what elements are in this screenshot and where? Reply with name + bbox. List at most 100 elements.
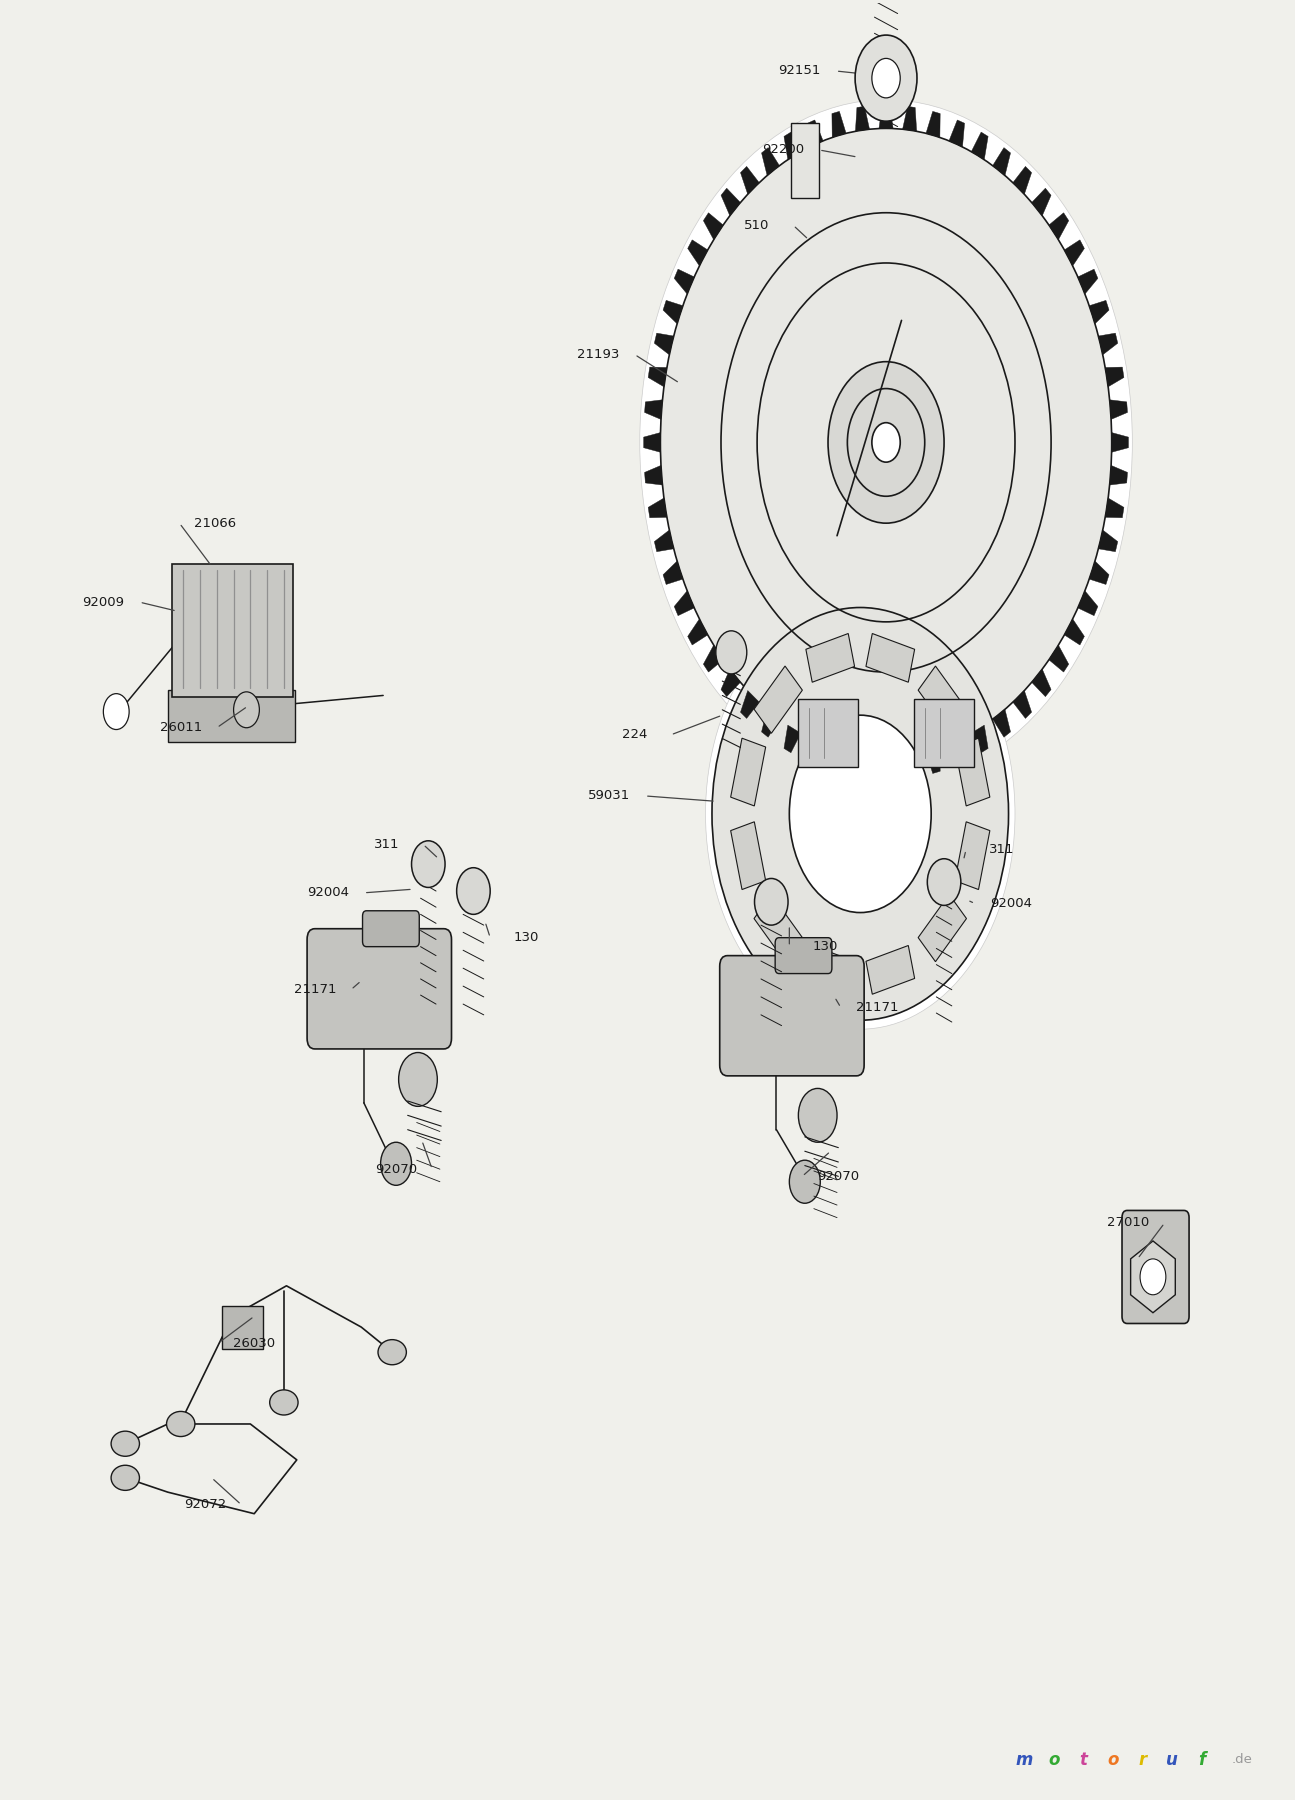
Polygon shape — [1013, 166, 1032, 194]
Text: 130: 130 — [813, 940, 838, 954]
FancyBboxPatch shape — [363, 911, 420, 947]
Polygon shape — [649, 367, 667, 387]
Polygon shape — [703, 644, 723, 671]
Polygon shape — [1089, 301, 1109, 324]
Text: 92072: 92072 — [184, 1498, 227, 1512]
Text: 21066: 21066 — [194, 517, 237, 529]
Polygon shape — [754, 666, 803, 733]
Text: 21171: 21171 — [294, 983, 337, 995]
Polygon shape — [730, 823, 765, 889]
Polygon shape — [805, 634, 855, 682]
FancyBboxPatch shape — [221, 1305, 263, 1348]
Polygon shape — [688, 239, 708, 266]
Text: 59031: 59031 — [588, 790, 629, 803]
Polygon shape — [866, 634, 914, 682]
Polygon shape — [1111, 432, 1128, 452]
Text: 26030: 26030 — [233, 1337, 276, 1350]
Text: 92070: 92070 — [817, 1170, 860, 1183]
Text: 510: 510 — [745, 220, 769, 232]
Ellipse shape — [111, 1465, 140, 1490]
Polygon shape — [808, 738, 824, 765]
Polygon shape — [1110, 400, 1128, 419]
FancyBboxPatch shape — [914, 698, 974, 767]
Polygon shape — [721, 189, 741, 216]
Polygon shape — [1077, 270, 1098, 293]
Text: 27010: 27010 — [1107, 1217, 1150, 1229]
Text: 21171: 21171 — [856, 1001, 899, 1013]
Polygon shape — [783, 131, 800, 160]
Polygon shape — [1032, 189, 1052, 216]
Circle shape — [828, 362, 944, 524]
FancyBboxPatch shape — [720, 956, 864, 1076]
Polygon shape — [649, 499, 667, 518]
Circle shape — [798, 1089, 837, 1143]
Text: 26011: 26011 — [159, 722, 202, 734]
Text: 21193: 21193 — [578, 347, 620, 362]
Polygon shape — [663, 562, 682, 585]
Text: f: f — [1198, 1751, 1206, 1769]
Polygon shape — [993, 709, 1010, 738]
Ellipse shape — [269, 1390, 298, 1415]
Polygon shape — [654, 529, 673, 551]
Text: t: t — [1079, 1751, 1088, 1769]
Polygon shape — [1105, 367, 1124, 387]
Polygon shape — [783, 725, 800, 752]
Circle shape — [457, 868, 491, 914]
Circle shape — [104, 693, 130, 729]
Text: 92070: 92070 — [376, 1163, 417, 1175]
FancyBboxPatch shape — [776, 938, 831, 974]
Polygon shape — [703, 212, 723, 239]
Polygon shape — [644, 432, 660, 452]
Polygon shape — [721, 670, 741, 697]
Polygon shape — [954, 738, 989, 806]
Polygon shape — [971, 725, 988, 752]
Circle shape — [872, 58, 900, 97]
Circle shape — [381, 1143, 412, 1186]
Circle shape — [1140, 1258, 1166, 1294]
Polygon shape — [645, 400, 663, 419]
Polygon shape — [856, 754, 869, 778]
Polygon shape — [654, 333, 673, 355]
Polygon shape — [879, 756, 894, 779]
Polygon shape — [808, 121, 824, 148]
Polygon shape — [1064, 239, 1084, 266]
Circle shape — [790, 1161, 820, 1202]
Polygon shape — [879, 104, 894, 128]
Text: 92004: 92004 — [307, 886, 348, 900]
Polygon shape — [856, 106, 869, 131]
Polygon shape — [918, 666, 966, 733]
FancyBboxPatch shape — [307, 929, 452, 1049]
Text: 92004: 92004 — [991, 896, 1032, 911]
Circle shape — [233, 691, 259, 727]
Polygon shape — [754, 895, 803, 961]
Ellipse shape — [111, 1431, 140, 1456]
Text: 311: 311 — [989, 842, 1015, 857]
Ellipse shape — [378, 1339, 407, 1364]
Polygon shape — [688, 619, 708, 644]
Polygon shape — [1131, 1240, 1176, 1312]
Circle shape — [855, 34, 917, 121]
Polygon shape — [1049, 644, 1068, 671]
Polygon shape — [675, 590, 694, 616]
Circle shape — [716, 630, 747, 673]
Polygon shape — [926, 112, 940, 137]
Circle shape — [790, 715, 931, 913]
Polygon shape — [993, 148, 1010, 176]
Polygon shape — [1049, 212, 1068, 239]
Polygon shape — [761, 148, 780, 176]
Polygon shape — [949, 738, 965, 765]
Text: 130: 130 — [514, 931, 539, 945]
Polygon shape — [1077, 590, 1098, 616]
Circle shape — [755, 878, 789, 925]
Text: 311: 311 — [374, 837, 400, 851]
Polygon shape — [1089, 562, 1109, 585]
Circle shape — [872, 423, 900, 463]
Text: o: o — [1048, 1751, 1059, 1769]
Circle shape — [706, 599, 1015, 1030]
Circle shape — [399, 1053, 438, 1107]
Text: 92009: 92009 — [83, 596, 124, 608]
Polygon shape — [1032, 670, 1052, 697]
Polygon shape — [741, 166, 759, 194]
Polygon shape — [741, 691, 759, 718]
Text: r: r — [1138, 1751, 1147, 1769]
